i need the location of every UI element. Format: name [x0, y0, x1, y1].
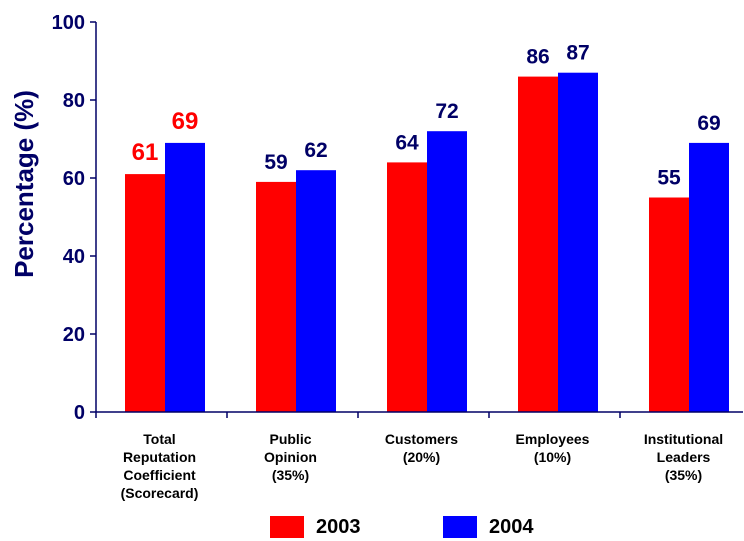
y-tick-label: 20	[63, 324, 85, 346]
legend-label-2003: 2003	[316, 515, 361, 538]
bar-2004	[558, 72, 598, 412]
bar-2003	[518, 76, 558, 412]
data-label-2004: 69	[172, 108, 199, 135]
legend-swatch-2003	[270, 516, 304, 538]
x-ticks-layer: Total Reputation Coefficient (Scorecard) Pub…	[95, 412, 723, 501]
data-label-2003: 59	[264, 151, 287, 174]
bars-layer	[125, 72, 729, 412]
data-label-2004: 62	[304, 139, 327, 162]
data-label-2003: 64	[395, 131, 419, 154]
x-tick-label: Public Opinion (35%)	[264, 431, 317, 483]
bar-2004	[689, 142, 729, 412]
bar-2004	[296, 170, 336, 412]
data-labels-layer: 61 69 59 62 64 72 86 87 55 69	[132, 42, 721, 190]
legend-item-2003: 2003	[270, 513, 361, 541]
bar-2004	[427, 131, 467, 412]
y-ticks-layer: 0 20 40 60 80 100	[52, 12, 96, 424]
x-tick-label: Total Reputation Coefficient (Scorecard)	[121, 431, 199, 501]
data-label-2004: 72	[435, 100, 458, 123]
bar-2003	[125, 174, 165, 412]
y-tick-label: 0	[74, 402, 85, 424]
x-tick-label: Customers (20%)	[385, 431, 458, 465]
bar-2003	[649, 197, 689, 412]
legend-label-2004: 2004	[489, 515, 534, 538]
data-label-2003: 55	[657, 167, 681, 190]
y-tick-label: 60	[63, 168, 85, 190]
x-tick-label: Institutional Leaders (35%)	[644, 431, 723, 483]
data-label-2003: 61	[132, 139, 159, 166]
bar-2003	[387, 162, 427, 412]
bar-2004	[165, 142, 205, 412]
data-label-2004: 69	[697, 112, 720, 135]
bar-2003	[256, 181, 296, 412]
x-tick-label: Employees (10%)	[516, 431, 590, 465]
legend-swatch-2004	[443, 516, 477, 538]
legend-item-2004: 2004	[443, 513, 534, 541]
data-label-2004: 87	[566, 42, 589, 65]
y-tick-label: 100	[52, 12, 85, 34]
data-label-2003: 86	[526, 46, 549, 69]
y-tick-label: 80	[63, 90, 85, 112]
y-tick-label: 40	[63, 246, 85, 268]
y-axis-title: Percentage (%)	[9, 90, 39, 278]
